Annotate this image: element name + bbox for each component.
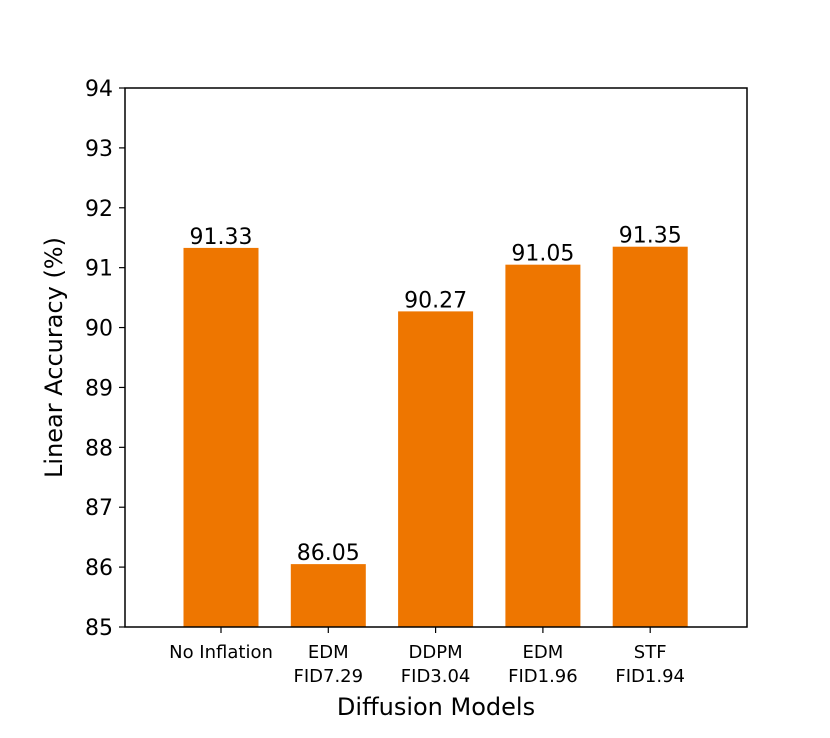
x-tick-label-1-1: FID7.29: [293, 666, 363, 687]
y-tick-label-6: 91: [85, 257, 113, 282]
y-tick-label-1: 86: [85, 556, 113, 581]
x-tick-label-4-0: STF: [634, 642, 667, 663]
data-label-3: 91.05: [511, 242, 574, 267]
y-tick-label-0: 85: [85, 616, 113, 641]
bar-3: [505, 264, 581, 627]
data-label-4: 91.35: [619, 224, 682, 249]
x-ticks-group: No Inflation EDM FID7.29 DDPM FID3.04 EDM FID1…: [169, 627, 685, 687]
data-label-0: 91.33: [190, 225, 253, 250]
y-tick-label-7: 92: [85, 197, 113, 222]
data-label-1: 86.05: [297, 541, 360, 566]
y-tick-label-9: 94: [85, 77, 113, 102]
bar-4: [612, 246, 688, 627]
bar-0: [183, 247, 259, 628]
y-tick-label-2: 87: [85, 496, 113, 521]
axes-frame: [124, 87, 748, 628]
x-tick-label-1-0: EDM: [308, 642, 349, 663]
data-label-2: 90.27: [404, 288, 467, 313]
x-tick-label-2-1: FID3.04: [401, 666, 471, 687]
x-axis-label: Diffusion Models: [337, 693, 535, 721]
y-tick-label-8: 93: [85, 137, 113, 162]
x-tick-label-3-0: EDM: [523, 642, 564, 663]
y-axis-label: Linear Accuracy (%): [40, 237, 68, 478]
x-tick-label-4-1: FID1.94: [615, 666, 685, 687]
bar-2: [398, 311, 474, 627]
y-tick-label-3: 88: [85, 436, 113, 461]
bars-group: 91.33 86.05 90.27 91.05 91.35: [183, 224, 688, 628]
x-tick-label-3-1: FID1.96: [508, 666, 578, 687]
x-tick-label-0-0: No Inflation: [169, 642, 273, 663]
y-ticks-group: 85 86 87 88 89 90 91 92 93 94: [85, 77, 125, 641]
x-tick-label-2-0: DDPM: [409, 642, 463, 663]
y-tick-label-4: 89: [85, 376, 113, 401]
y-tick-label-5: 90: [85, 317, 113, 342]
bar-1: [290, 564, 366, 627]
